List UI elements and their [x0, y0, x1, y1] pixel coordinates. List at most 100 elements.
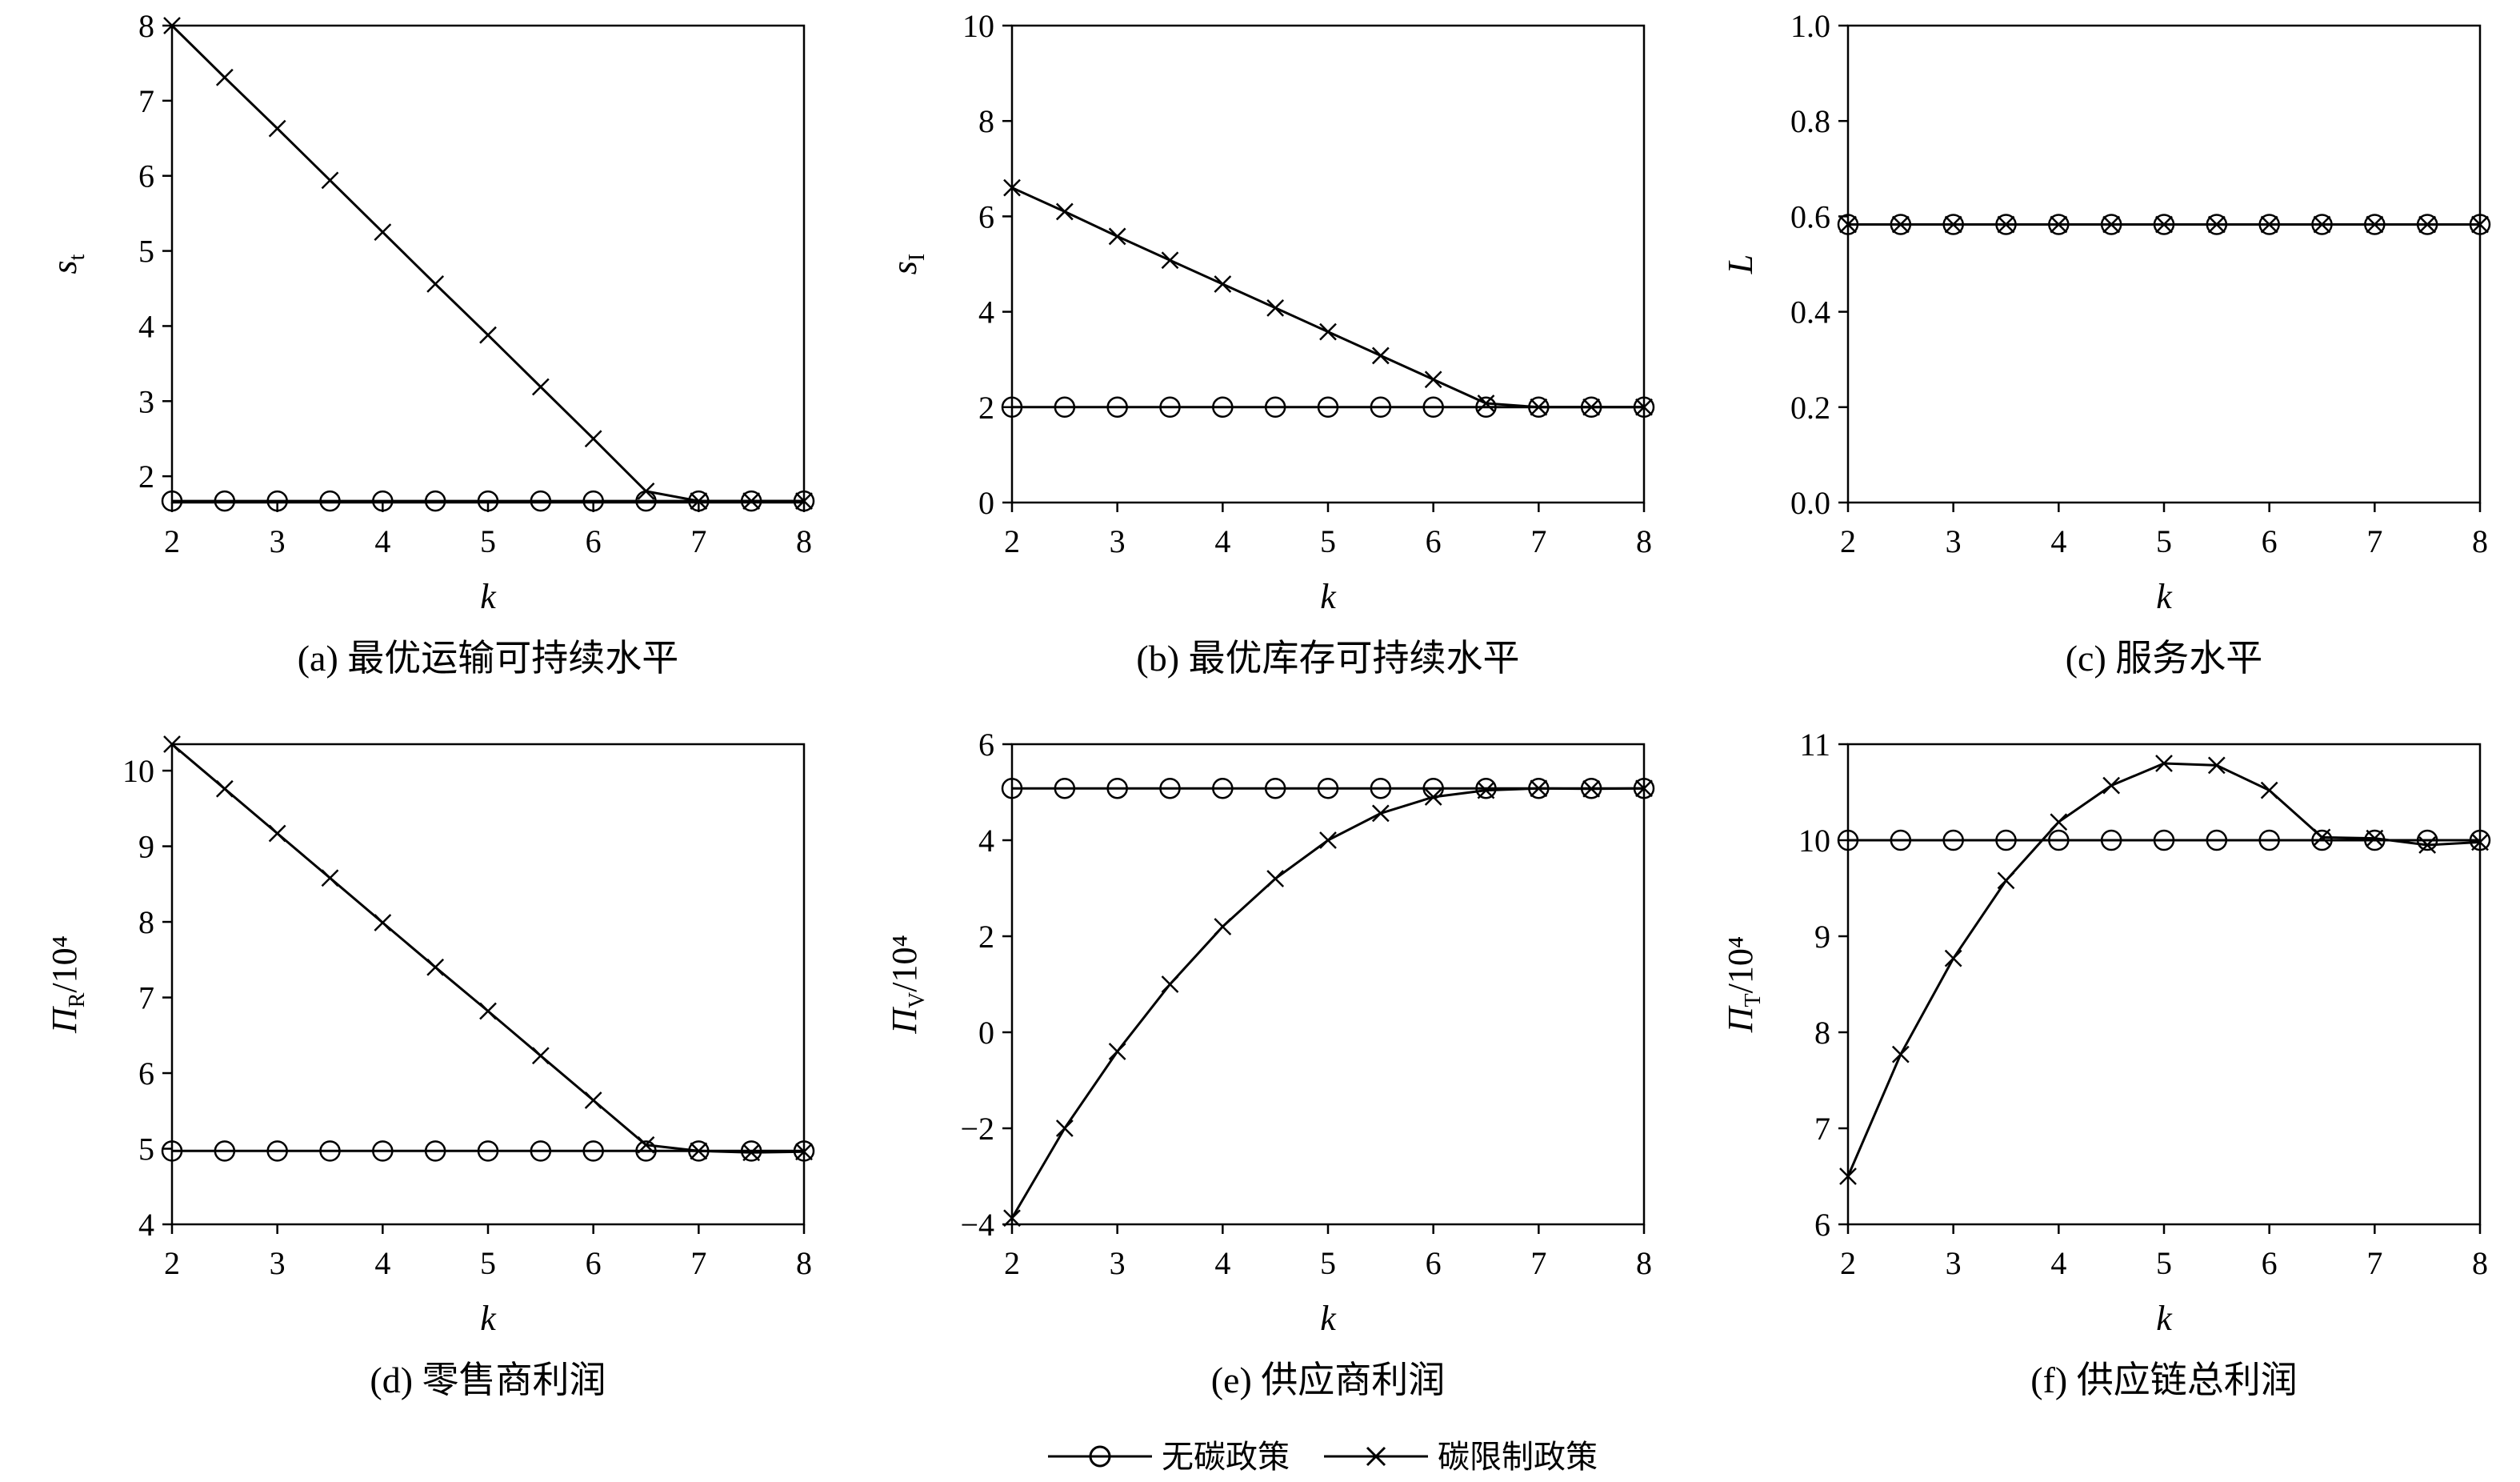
series-line-carbon-cap	[170, 24, 804, 503]
y-tick-label: 0.4	[1790, 294, 1830, 330]
data-point-x	[2313, 215, 2331, 234]
data-point-x	[1424, 370, 1442, 389]
x-axis-label: k	[2156, 577, 2173, 616]
data-point-x	[2155, 215, 2173, 234]
x-tick-label: 8	[796, 523, 812, 559]
x-tick-label: 5	[480, 1245, 496, 1281]
y-tick-label: 3	[138, 383, 154, 419]
y-tick-label: 4	[978, 294, 994, 330]
y-tick-label: 8	[138, 8, 154, 44]
data-point-x	[374, 914, 392, 931]
x-tick-label: 3	[1110, 523, 1126, 559]
data-point-x	[1839, 1168, 1857, 1185]
chart-panel-4: 2 3 4 5 6 7 8 4 5 6 7 8 9 10 k ΠR/10⁴ (d) 零售商利润	[45, 735, 815, 1400]
data-point-circle	[424, 490, 446, 512]
x-tick-label: 8	[2472, 523, 2488, 559]
data-point-x	[2418, 836, 2437, 854]
data-point-circle	[2469, 829, 2491, 851]
y-tick-label: 9	[1814, 919, 1830, 955]
y-tick-label: 0.0	[1790, 485, 1830, 521]
data-point-x	[584, 1091, 602, 1109]
x-tick-label: 8	[1636, 523, 1652, 559]
data-point-x	[268, 119, 286, 138]
x-tick-label: 3	[1946, 523, 1962, 559]
x-tick-label: 8	[796, 1245, 812, 1281]
data-point-circle	[2153, 829, 2175, 851]
data-point-circle	[1422, 396, 1444, 419]
data-point-x	[479, 1002, 497, 1020]
data-point-x	[584, 430, 602, 448]
panel-caption: (d) 零售商利润	[370, 1360, 606, 1400]
data-point-x	[1371, 346, 1390, 365]
data-point-circle	[2416, 829, 2438, 851]
x-tick-label: 4	[2050, 1245, 2066, 1281]
data-point-x	[1214, 918, 1232, 935]
data-point-x	[2471, 833, 2489, 851]
data-point-circle	[1106, 777, 1128, 799]
x-axis-label: k	[480, 1299, 497, 1338]
y-tick-label: 6	[138, 1055, 154, 1091]
legend-marker-x-icon	[1366, 1446, 1386, 1467]
legend-marker-circle-icon	[1089, 1445, 1111, 1468]
panel-caption: (b) 最优库存可持续水平	[1136, 638, 1519, 679]
data-point-circle	[161, 490, 183, 512]
data-point-circle	[1001, 777, 1023, 799]
y-axis-label: ΠV/10⁴	[885, 935, 930, 1035]
data-point-x	[2366, 829, 2384, 847]
y-tick-label: 4	[138, 308, 154, 344]
y-tick-label: 0.8	[1790, 103, 1830, 139]
data-point-x	[1944, 949, 1962, 967]
data-point-circle	[740, 1140, 762, 1162]
data-point-circle	[1001, 396, 1023, 419]
x-tick-label: 7	[2366, 1245, 2382, 1281]
data-point-x	[1530, 398, 1548, 416]
data-point-x	[163, 17, 181, 34]
data-point-x	[1214, 275, 1232, 293]
x-tick-label: 6	[2262, 523, 2278, 559]
y-axis-label: ΠR/10⁴	[45, 935, 90, 1034]
data-point-x	[163, 735, 181, 753]
data-point-circle	[319, 490, 341, 512]
data-point-x	[2050, 215, 2068, 234]
data-point-circle	[1942, 829, 1964, 851]
y-tick-label: 6	[138, 158, 154, 194]
x-tick-label: 7	[1530, 523, 1546, 559]
data-point-circle	[530, 490, 552, 512]
legend: 无碳政策 碳限制政策	[1048, 1439, 1598, 1475]
data-point-circle	[372, 490, 394, 512]
data-point-x	[742, 492, 761, 511]
data-point-circle	[424, 1140, 446, 1162]
data-point-x	[426, 958, 445, 976]
panel-caption: (c) 服务水平	[2066, 638, 2263, 679]
data-point-circle	[2311, 829, 2333, 851]
plot-frame	[1010, 24, 1646, 504]
y-tick-label: 11	[1799, 727, 1830, 763]
data-point-x	[1944, 215, 1962, 234]
x-tick-label: 6	[2262, 1245, 2278, 1281]
x-tick-label: 5	[2156, 1245, 2172, 1281]
plot-frame	[1010, 743, 1646, 1226]
y-tick-label: 10	[962, 8, 994, 44]
y-tick-label: 4	[138, 1207, 154, 1243]
data-point-circle	[1159, 777, 1181, 799]
y-tick-label: 0	[978, 485, 994, 521]
data-point-x	[1635, 779, 1653, 798]
y-tick-label: 10	[122, 753, 154, 789]
data-point-x	[637, 1136, 655, 1154]
series-line-carbon-cap	[1011, 186, 1644, 409]
x-tick-label: 7	[690, 523, 706, 559]
data-point-circle	[1475, 396, 1497, 419]
data-point-x	[1371, 804, 1390, 823]
data-point-circle	[214, 1140, 236, 1162]
chart-panel-1: 2 3 4 5 6 7 8 2 3 4 5 6 7 8 k st (a) 最优运输可持续水平	[45, 8, 815, 679]
data-point-x	[1997, 871, 2015, 890]
x-tick-label: 5	[480, 523, 496, 559]
panel-caption: (f) 供应链总利润	[2030, 1360, 2297, 1400]
x-tick-label: 4	[1214, 1245, 1230, 1281]
x-tick-label: 6	[1426, 1245, 1442, 1281]
x-tick-label: 4	[374, 1245, 390, 1281]
x-tick-label: 3	[270, 1245, 286, 1281]
y-tick-label: −2	[960, 1111, 994, 1147]
data-point-x	[1161, 975, 1179, 993]
data-point-x	[1891, 215, 1910, 234]
